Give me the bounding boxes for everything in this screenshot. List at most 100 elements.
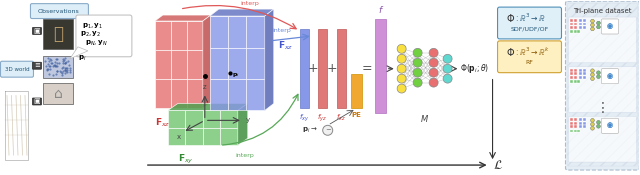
Point — [52, 64, 62, 67]
Text: +: + — [326, 62, 337, 75]
FancyBboxPatch shape — [76, 15, 132, 57]
Circle shape — [596, 25, 600, 29]
Polygon shape — [246, 16, 265, 47]
Polygon shape — [155, 21, 171, 50]
Circle shape — [413, 78, 422, 87]
FancyBboxPatch shape — [577, 80, 580, 83]
Polygon shape — [155, 50, 171, 79]
FancyBboxPatch shape — [574, 80, 577, 83]
Text: $f_{yz}$: $f_{yz}$ — [317, 112, 327, 124]
Point — [44, 64, 54, 67]
Point — [52, 62, 62, 65]
FancyBboxPatch shape — [577, 130, 580, 132]
FancyBboxPatch shape — [579, 69, 582, 72]
Polygon shape — [171, 21, 187, 50]
FancyBboxPatch shape — [602, 19, 618, 34]
Circle shape — [443, 74, 452, 83]
FancyBboxPatch shape — [602, 118, 618, 133]
Point — [58, 65, 68, 68]
FancyBboxPatch shape — [583, 76, 586, 79]
Circle shape — [591, 19, 595, 23]
Circle shape — [591, 69, 595, 72]
Polygon shape — [246, 79, 265, 110]
Circle shape — [397, 44, 406, 53]
Text: ▣: ▣ — [34, 28, 40, 34]
Polygon shape — [210, 16, 228, 47]
Circle shape — [591, 19, 595, 23]
Point — [45, 61, 56, 64]
Text: ⋮: ⋮ — [596, 102, 609, 116]
Circle shape — [596, 121, 600, 124]
Text: RF: RF — [525, 60, 534, 65]
FancyBboxPatch shape — [570, 72, 573, 75]
Point — [40, 60, 51, 63]
FancyBboxPatch shape — [570, 118, 573, 121]
Point — [54, 62, 65, 64]
Polygon shape — [210, 79, 228, 110]
Text: interp: interp — [273, 28, 291, 33]
Text: $\mathbf{F}_{xz}$: $\mathbf{F}_{xz}$ — [278, 40, 293, 52]
Text: $: \mathbb{R}^3 \rightarrow \mathbb{R}$: $: \mathbb{R}^3 \rightarrow \mathbb{R}$ — [513, 12, 545, 24]
Point — [52, 69, 62, 72]
Polygon shape — [203, 110, 220, 128]
Point — [42, 68, 52, 71]
Circle shape — [596, 71, 600, 75]
FancyBboxPatch shape — [570, 23, 573, 26]
Point — [60, 57, 70, 60]
Text: ◉: ◉ — [606, 122, 612, 128]
FancyBboxPatch shape — [583, 26, 586, 29]
Polygon shape — [203, 15, 211, 108]
FancyBboxPatch shape — [579, 125, 582, 128]
FancyBboxPatch shape — [583, 122, 586, 125]
FancyBboxPatch shape — [43, 19, 73, 49]
Text: SDF/UDF/OF: SDF/UDF/OF — [510, 26, 548, 32]
Text: ◉: ◉ — [606, 23, 612, 29]
FancyBboxPatch shape — [31, 4, 88, 19]
Circle shape — [397, 84, 406, 93]
Point — [60, 68, 70, 71]
Polygon shape — [155, 15, 211, 21]
FancyBboxPatch shape — [574, 76, 577, 79]
FancyBboxPatch shape — [570, 69, 573, 72]
Point — [61, 70, 72, 73]
Text: $\mathbf{p}_i \rightarrow$: $\mathbf{p}_i \rightarrow$ — [301, 126, 317, 135]
FancyBboxPatch shape — [574, 69, 577, 72]
Text: f: f — [379, 6, 381, 15]
Point — [60, 72, 70, 75]
FancyBboxPatch shape — [574, 122, 577, 125]
Polygon shape — [70, 47, 88, 59]
FancyBboxPatch shape — [583, 125, 586, 128]
Point — [62, 66, 72, 69]
FancyBboxPatch shape — [317, 29, 326, 108]
FancyBboxPatch shape — [570, 80, 573, 83]
FancyBboxPatch shape — [351, 74, 362, 108]
FancyBboxPatch shape — [579, 23, 582, 26]
FancyBboxPatch shape — [1, 61, 33, 77]
FancyBboxPatch shape — [570, 26, 573, 29]
FancyBboxPatch shape — [583, 19, 586, 22]
FancyBboxPatch shape — [570, 76, 573, 79]
Text: ◉: ◉ — [606, 122, 612, 128]
FancyBboxPatch shape — [568, 67, 636, 112]
FancyBboxPatch shape — [579, 122, 582, 125]
Point — [47, 61, 58, 64]
Point — [48, 64, 58, 67]
Point — [45, 65, 55, 67]
Text: $\mathbf{p}_2, \mathbf{y}_2$: $\mathbf{p}_2, \mathbf{y}_2$ — [80, 29, 101, 38]
Text: $f_{xy}$: $f_{xy}$ — [299, 112, 309, 124]
Polygon shape — [171, 79, 187, 108]
Point — [44, 63, 54, 66]
Polygon shape — [155, 79, 171, 108]
FancyBboxPatch shape — [574, 30, 577, 33]
FancyBboxPatch shape — [602, 69, 618, 84]
FancyBboxPatch shape — [574, 72, 577, 75]
Circle shape — [591, 127, 595, 130]
Point — [51, 65, 61, 68]
Point — [41, 65, 51, 67]
Text: 🪑: 🪑 — [53, 25, 63, 43]
Circle shape — [591, 23, 595, 27]
FancyBboxPatch shape — [300, 29, 308, 108]
FancyBboxPatch shape — [583, 118, 586, 121]
Circle shape — [596, 21, 600, 25]
Point — [52, 58, 63, 61]
